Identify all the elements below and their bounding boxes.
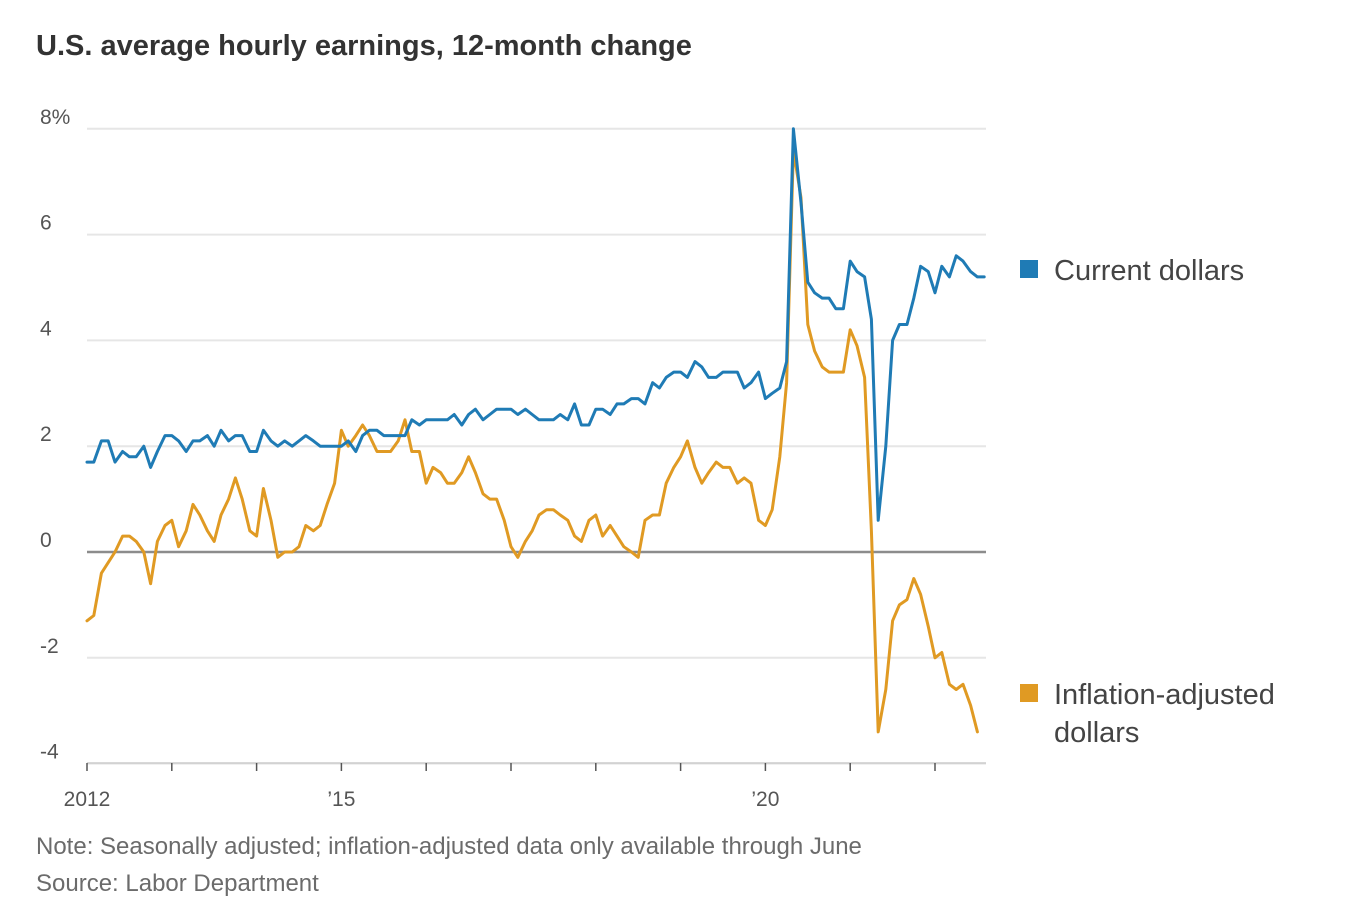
legend-item-current-dollars: Current dollars [1020, 252, 1324, 290]
source-text: Source: Labor Department [36, 870, 319, 897]
series-line-inflation-adjusted [85, 148, 979, 734]
y-tick-label: 2 [40, 423, 52, 446]
legend-label-current-dollars: Current dollars [1054, 255, 1245, 287]
y-tick-label: -2 [40, 635, 59, 658]
x-tick-label: ’20 [751, 788, 779, 811]
y-tick-label: 8% [40, 106, 70, 129]
y-tick-label: -4 [40, 741, 59, 764]
x-tick-label: ’15 [327, 788, 355, 811]
grid-lines [87, 127, 986, 765]
legend-label-inflation-adjusted: Inflation-adjusted dollars [1054, 679, 1275, 749]
series-line-current-dollars [85, 127, 986, 522]
y-axis-ticks: 8% 6 4 2 0 -2 -4 [40, 106, 70, 764]
legend-item-inflation-adjusted: Inflation-adjusted dollars [1020, 676, 1314, 752]
y-tick-label: 4 [40, 317, 52, 340]
legend-swatch-inflation-adjusted [1020, 684, 1038, 702]
x-axis-ticks: 2012 ’15 ’20 [64, 762, 986, 811]
y-tick-label: 6 [40, 212, 52, 235]
legend-swatch-current-dollars [1020, 260, 1038, 278]
y-tick-label: 0 [40, 529, 52, 552]
x-tick-label: 2012 [64, 788, 111, 811]
series-lines [85, 127, 986, 734]
note-text: Note: Seasonally adjusted; inflation-adj… [36, 833, 862, 860]
chart-title: U.S. average hourly earnings, 12-month c… [36, 30, 692, 62]
